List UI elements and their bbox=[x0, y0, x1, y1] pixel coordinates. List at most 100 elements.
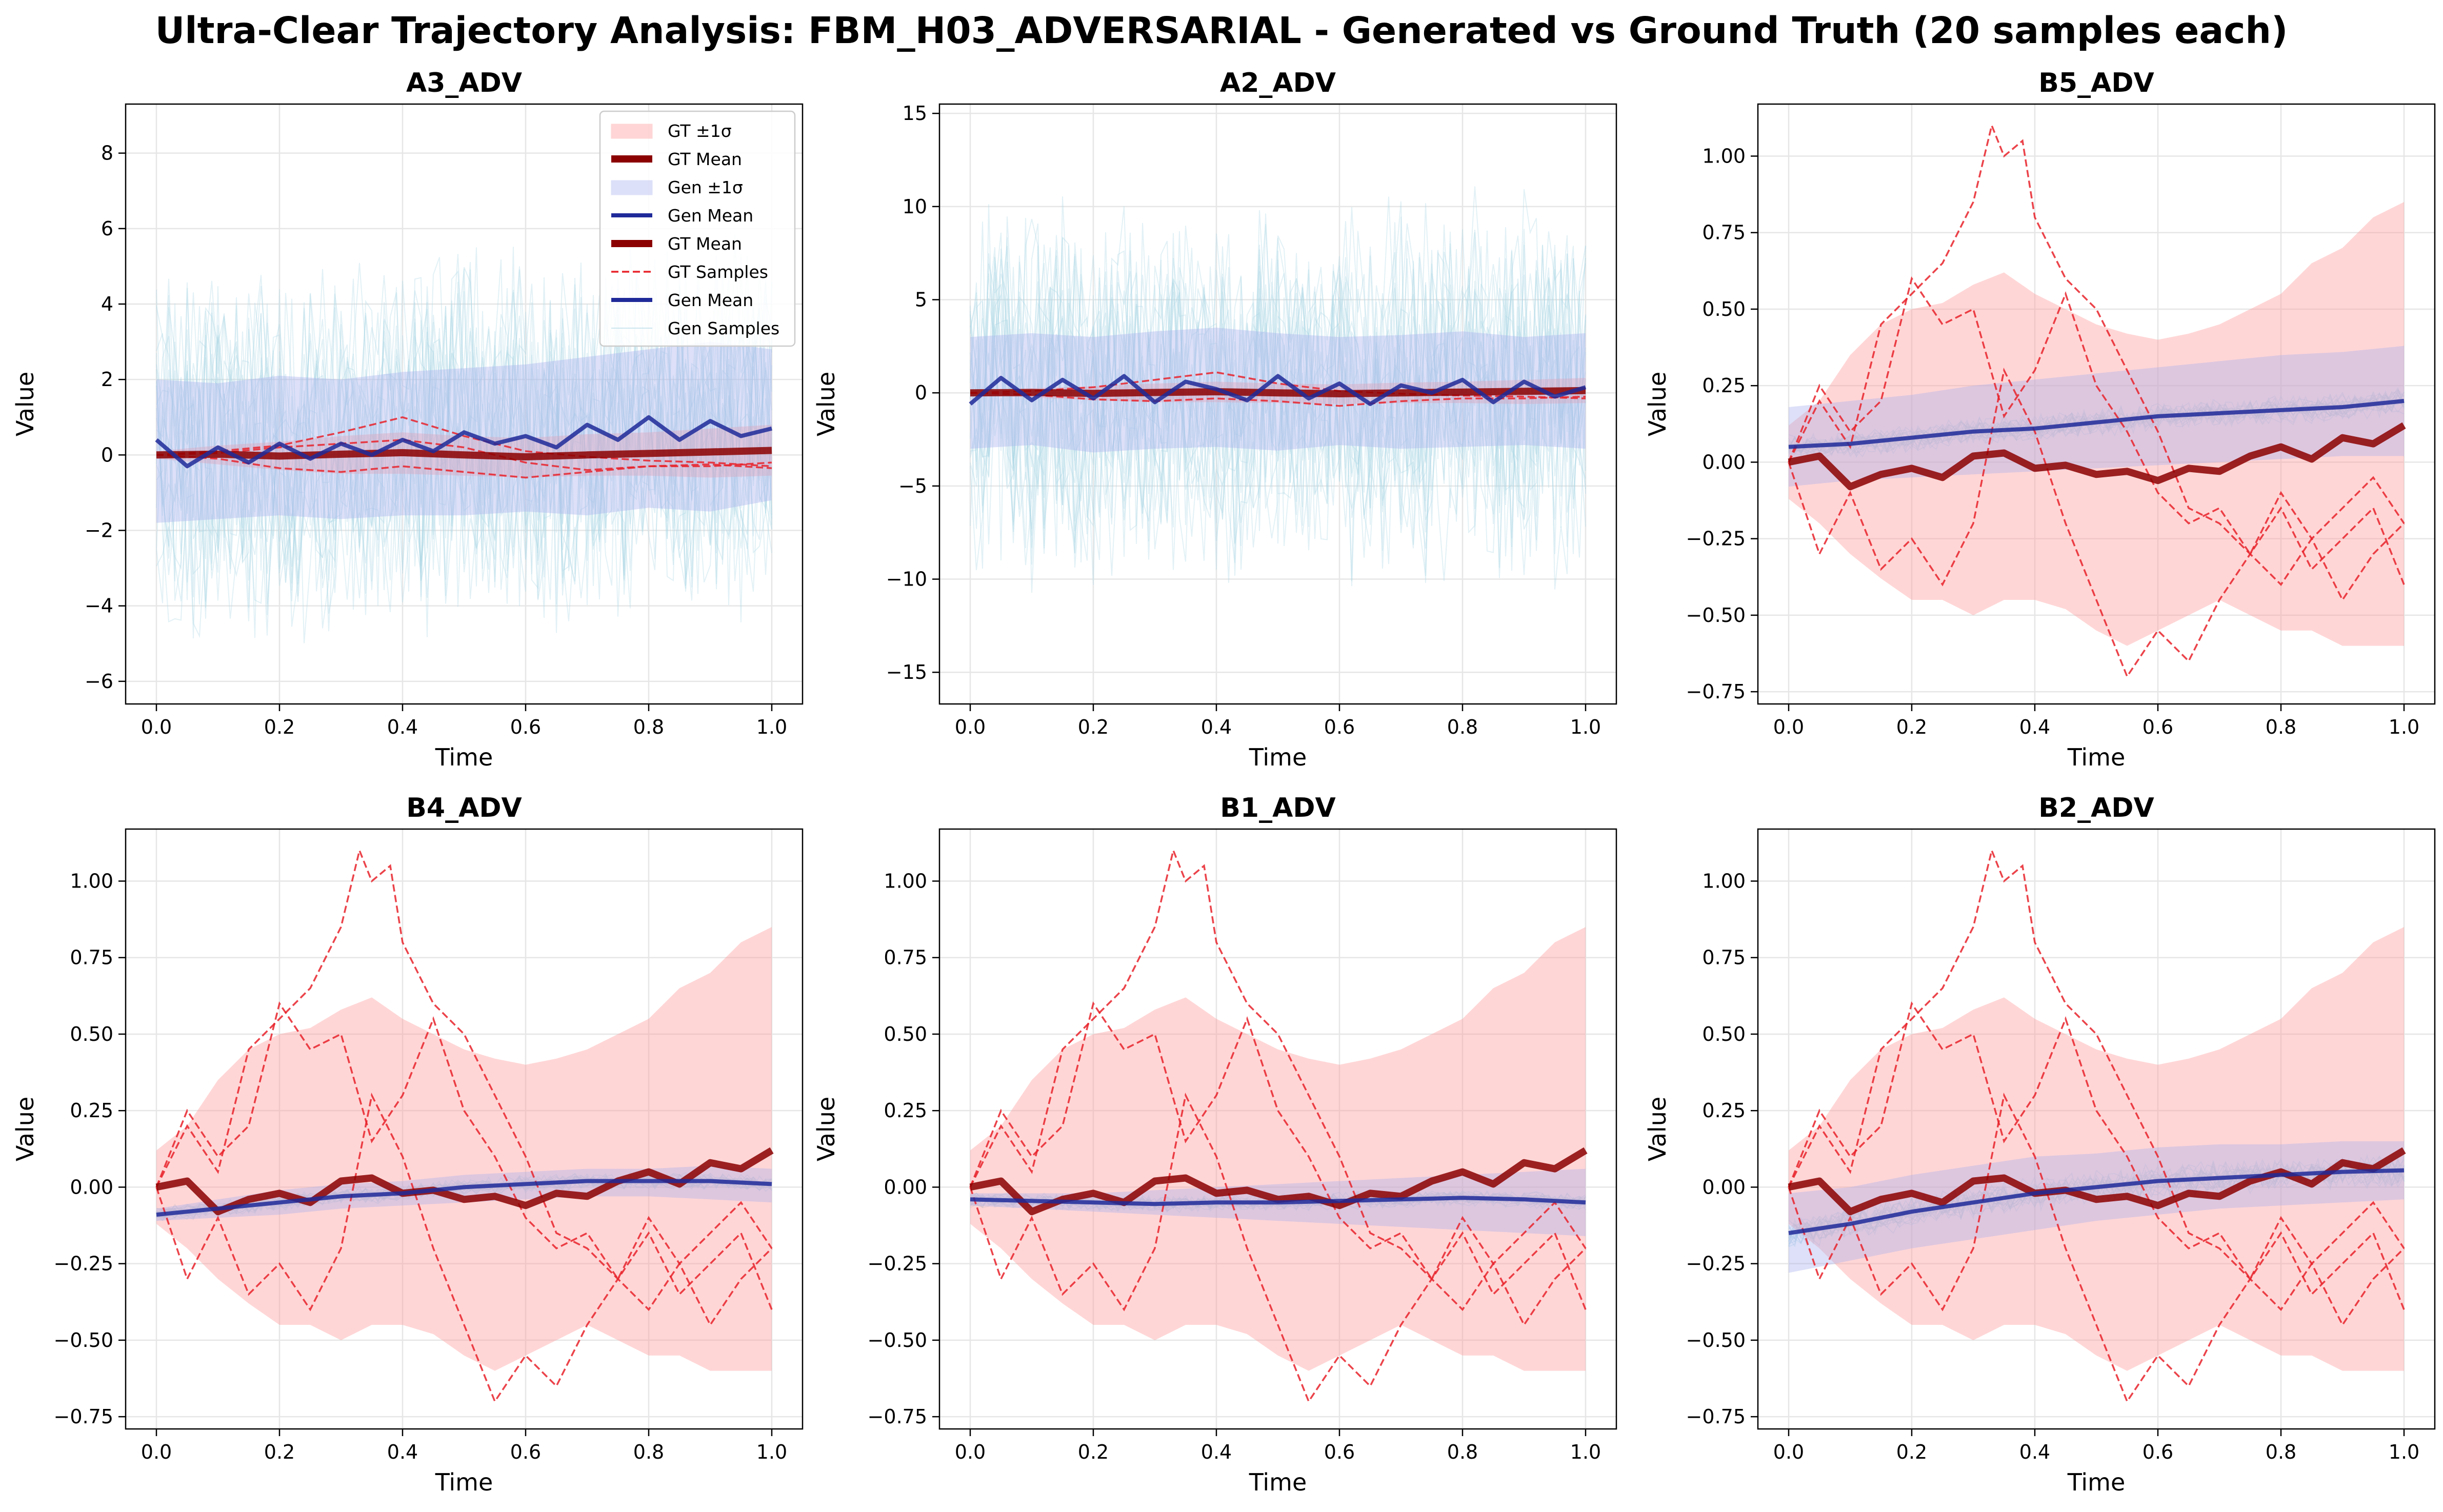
axes-frame bbox=[938, 828, 1617, 1430]
legend-label: GT Mean bbox=[668, 234, 742, 254]
gt-sample-line bbox=[970, 371, 1586, 399]
y-tick-label: −10 bbox=[886, 568, 927, 591]
legend-handle-gen_band bbox=[611, 180, 653, 195]
y-tick-label: 0.00 bbox=[1702, 451, 1746, 473]
panel-b1_adv: 0.0 0.2 0.4 0.6 0.8 1.0 −0.75 −0.50 −0.25 0.00 0.2… bbox=[812, 793, 1617, 1496]
x-axis-label: Time bbox=[2067, 743, 2126, 771]
plot-area bbox=[1788, 848, 2406, 1404]
x-tick-label: 0.0 bbox=[955, 1441, 986, 1463]
legend: GT ±1σ GT Mean Gen ±1σ Gen Mean GT Mean GT Sa… bbox=[599, 110, 796, 347]
axes-frame bbox=[125, 103, 804, 705]
y-tick-label: −6 bbox=[85, 670, 113, 693]
x-axis-label: Time bbox=[1249, 743, 1307, 771]
legend-label: Gen ±1σ bbox=[668, 177, 743, 197]
y-axis-label: Value bbox=[1644, 1097, 1671, 1161]
gen-sample-line bbox=[156, 267, 772, 643]
gen-sample-line bbox=[156, 1173, 772, 1219]
gt-sample-line bbox=[1788, 276, 2405, 556]
gen-sample-line bbox=[1788, 1157, 2405, 1246]
x-axis-label: Time bbox=[1249, 1468, 1307, 1496]
x-tick-label: 0.0 bbox=[1773, 716, 1804, 738]
gt-sample-line bbox=[156, 454, 772, 479]
gen-sample-line bbox=[156, 255, 772, 633]
panel-title: B4_ADV bbox=[406, 793, 522, 823]
gen-sample-line bbox=[970, 223, 1586, 563]
gt-band bbox=[156, 927, 772, 1371]
y-tick-label: 0 bbox=[101, 443, 113, 466]
gt-sample-line bbox=[155, 1092, 773, 1404]
axes-frame bbox=[1757, 103, 2436, 705]
x-tick-label: 0.0 bbox=[141, 716, 172, 738]
gt-sample-line bbox=[970, 392, 1586, 407]
x-tick-label: 1.0 bbox=[756, 716, 787, 738]
y-tick-label: 1.00 bbox=[70, 870, 113, 892]
gen-sample-line bbox=[970, 230, 1586, 581]
x-tick-label: 0.0 bbox=[955, 716, 986, 738]
y-tick-label: 0.75 bbox=[1702, 946, 1746, 969]
figure-title: Ultra-Clear Trajectory Analysis: FBM_H03… bbox=[155, 9, 2288, 52]
y-tick-label: −4 bbox=[85, 595, 113, 617]
gen-mean-line bbox=[155, 415, 772, 469]
gen-sample-line bbox=[970, 196, 1586, 570]
x-tick-label: 0.0 bbox=[1773, 1441, 1804, 1463]
legend-label: Gen Mean bbox=[668, 206, 753, 226]
x-tick-label: 0.6 bbox=[2142, 716, 2173, 738]
x-axis-label: Time bbox=[2067, 1468, 2126, 1496]
gen-sample-line bbox=[970, 222, 1586, 569]
gen-sample-line bbox=[970, 206, 1586, 554]
y-tick-label: 0.75 bbox=[884, 946, 927, 969]
gen-sample-line bbox=[156, 247, 772, 607]
x-tick-label: 0.4 bbox=[1201, 716, 1232, 738]
gen-sample-line bbox=[970, 189, 1586, 548]
gen-mean-line bbox=[1788, 1168, 2405, 1235]
gt-mean-line bbox=[969, 1147, 1588, 1216]
y-tick-label: 0.00 bbox=[1702, 1176, 1746, 1198]
y-tick-label: 0.25 bbox=[1702, 1099, 1746, 1122]
y-tick-label: 10 bbox=[903, 195, 927, 218]
x-tick-label: 0.4 bbox=[1201, 1441, 1232, 1463]
plot-area bbox=[155, 848, 774, 1404]
x-tick-label: 1.0 bbox=[756, 1441, 787, 1463]
gen-sample-line bbox=[156, 1173, 772, 1219]
x-tick-label: 1.0 bbox=[2389, 716, 2419, 738]
gen-band bbox=[1789, 1141, 2404, 1273]
gen-sample-line bbox=[970, 216, 1586, 570]
gen-mean-line bbox=[969, 374, 1587, 406]
y-axis-label: Value bbox=[11, 372, 39, 436]
y-tick-label: −2 bbox=[85, 519, 113, 542]
gen-mean-line bbox=[970, 1196, 1586, 1206]
gen-sample-line bbox=[970, 201, 1586, 575]
x-tick-label: 0.2 bbox=[1896, 716, 1927, 738]
axes-frame bbox=[125, 828, 804, 1430]
x-tick-label: 0.6 bbox=[1324, 716, 1355, 738]
gen-sample-line bbox=[970, 231, 1586, 576]
legend-box bbox=[599, 110, 796, 347]
y-tick-label: −0.75 bbox=[54, 1405, 113, 1428]
x-tick-label: 0.8 bbox=[633, 716, 664, 738]
y-tick-label: 0.50 bbox=[1702, 1023, 1746, 1045]
gen-sample-line bbox=[1788, 1160, 2405, 1241]
y-tick-label: −0.50 bbox=[868, 1329, 927, 1352]
x-tick-label: 0.8 bbox=[2266, 1441, 2296, 1463]
panels: 0.0 0.2 0.4 0.6 0.8 1.0 −6 −4 −2 0 2 4 6 8 A3_ADV Time V… bbox=[11, 68, 2436, 1496]
gt-sample-line bbox=[1788, 1092, 2405, 1404]
axes-frame bbox=[938, 103, 1617, 705]
plot-area bbox=[1788, 123, 2406, 679]
x-tick-label: 0.6 bbox=[1324, 1441, 1355, 1463]
panel-a2_adv: 0.0 0.2 0.4 0.6 0.8 1.0 −15 −10 −5 0 5 10 15 A2_ADV Ti… bbox=[812, 68, 1617, 771]
gen-mean-line bbox=[156, 1179, 772, 1217]
gen-sample-line bbox=[970, 204, 1586, 571]
x-tick-label: 1.0 bbox=[1570, 716, 1601, 738]
panel-title: A3_ADV bbox=[406, 68, 522, 98]
gen-sample-line bbox=[156, 247, 772, 613]
y-tick-label: −0.25 bbox=[54, 1253, 113, 1275]
gen-sample-line bbox=[1788, 1158, 2405, 1245]
legend-handle-gt_band bbox=[611, 124, 653, 139]
y-tick-label: 0.50 bbox=[1702, 298, 1746, 320]
plot-area bbox=[969, 848, 1588, 1404]
y-tick-label: −0.75 bbox=[1686, 1405, 1746, 1428]
x-tick-label: 0.2 bbox=[1078, 1441, 1109, 1463]
gen-sample-line bbox=[156, 1174, 772, 1219]
y-tick-label: 6 bbox=[101, 217, 113, 240]
